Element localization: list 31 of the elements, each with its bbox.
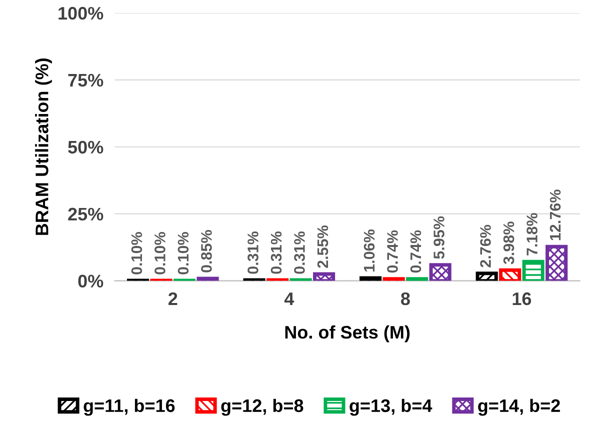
x-axis-title: No. of Sets (M)	[285, 325, 410, 342]
y-tick-label: 0%	[78, 274, 104, 288]
data-label: 0.85%	[201, 230, 212, 272]
data-label: 0.74%	[410, 230, 422, 273]
y-tick-label: 25%	[68, 208, 104, 221]
data-label: 2.55%	[317, 226, 328, 268]
data-label: 0.31%	[248, 231, 258, 274]
data-label: 12.76%	[550, 190, 561, 240]
legend-label: g=13, b=4	[350, 398, 432, 416]
data-label: 0.31%	[294, 231, 305, 274]
x-tick-label: 2	[168, 292, 178, 305]
y-tick-label: 100%	[58, 6, 104, 20]
y-tick-label: 75%	[68, 74, 104, 87]
data-label: 7.18%	[526, 213, 538, 256]
data-label: 3.98%	[503, 222, 514, 264]
x-tick-label: 8	[400, 292, 410, 306]
legend-label: g=14, b=2	[478, 398, 560, 416]
legend-label: g=12, b=8	[221, 398, 304, 416]
data-label: 0.10%	[154, 232, 166, 274]
data-label: 0.10%	[131, 232, 142, 274]
data-label: 0.10%	[178, 232, 189, 274]
data-label: 1.06%	[364, 229, 375, 272]
legend-label: g=11, b=16	[84, 398, 175, 416]
data-label: 0.31%	[270, 231, 282, 274]
data-label: 5.95%	[434, 216, 444, 259]
data-label: 2.76%	[480, 224, 491, 268]
x-tick-label: 16	[512, 292, 532, 306]
y-tick-label: 50%	[68, 140, 104, 154]
y-axis-title: BRAM Utilization (%)	[35, 58, 52, 235]
data-label: 0.74%	[387, 230, 398, 273]
x-tick-label: 4	[284, 292, 294, 305]
